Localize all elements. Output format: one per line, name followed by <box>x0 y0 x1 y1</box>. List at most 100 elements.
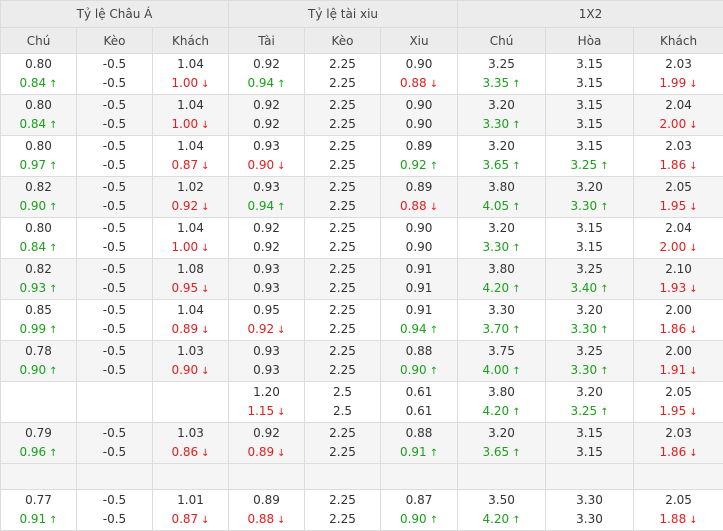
current-odds: 0.89↓ <box>229 443 304 462</box>
arrow-down-icon: ↓ <box>201 120 209 131</box>
opening-odds: 1.04 <box>153 219 228 238</box>
odds-value: 0.86 <box>171 445 198 459</box>
odds-value: 2.05 <box>665 385 692 399</box>
table-cell-empty <box>229 464 305 490</box>
odds-value: 0.93 <box>253 139 280 153</box>
opening-odds: 3.20 <box>546 383 633 402</box>
odds-value: 3.80 <box>488 180 515 194</box>
odds-value: 3.15 <box>576 445 603 459</box>
current-odds: 0.94↑ <box>381 320 457 339</box>
arrow-up-icon: ↑ <box>512 202 520 213</box>
odds-value: 2.25 <box>329 344 356 358</box>
odds-value: 0.90 <box>400 363 427 377</box>
col-header-home: Chú <box>1 28 77 54</box>
opening-odds: 2.00 <box>634 342 723 361</box>
odds-value: 3.20 <box>576 180 603 194</box>
current-odds: 0.89↓ <box>153 320 228 339</box>
table-cell: -0.5-0.5 <box>77 423 153 464</box>
opening-odds: -0.5 <box>77 137 152 156</box>
current-odds: 3.30↑ <box>546 320 633 339</box>
odds-value: 2.25 <box>329 139 356 153</box>
odds-value: 2.25 <box>329 98 356 112</box>
odds-value: 0.87 <box>171 512 198 526</box>
arrow-up-icon: ↑ <box>512 515 520 526</box>
odds-value: 3.30 <box>570 363 597 377</box>
odds-value: 1.02 <box>177 180 204 194</box>
odds-value: -0.5 <box>103 98 126 112</box>
odds-value: 0.88 <box>400 199 427 213</box>
odds-value: -0.5 <box>103 221 126 235</box>
odds-value: 0.89 <box>253 493 280 507</box>
odds-value: -0.5 <box>103 199 126 213</box>
odds-value: 3.30 <box>482 240 509 254</box>
table-cell: -0.5 -0.5 <box>77 177 153 218</box>
opening-odds: 0.92 <box>229 55 304 74</box>
opening-odds: 3.30 <box>458 301 545 320</box>
odds-value: 0.90 <box>406 98 433 112</box>
odds-value: -0.5 <box>103 281 126 295</box>
odds-value: 0.90 <box>406 117 433 131</box>
current-odds: 0.91 <box>381 279 457 298</box>
odds-value: 0.94 <box>247 199 274 213</box>
opening-odds: 3.25 <box>458 55 545 74</box>
current-odds: 0.86↓ <box>153 443 228 462</box>
odds-value: 1.04 <box>177 221 204 235</box>
opening-odds: 0.85 <box>1 301 76 320</box>
odds-value: 3.15 <box>576 57 603 71</box>
odds-value: 0.99 <box>19 322 46 336</box>
odds-value: 2.25 <box>329 221 356 235</box>
odds-value: 0.61 <box>406 385 433 399</box>
odds-value: -0.5 <box>103 180 126 194</box>
col-header-under: Xiu <box>381 28 458 54</box>
current-odds: 0.93↑ <box>1 279 76 298</box>
odds-value: 3.15 <box>576 221 603 235</box>
current-odds: 2.25 <box>305 238 380 257</box>
opening-odds: 3.15 <box>546 424 633 443</box>
arrow-up-icon: ↑ <box>277 202 285 213</box>
current-odds: 1.15↓ <box>229 402 304 421</box>
opening-odds: 0.80 <box>1 137 76 156</box>
opening-odds: 3.20 <box>458 96 545 115</box>
current-odds: 1.86↓ <box>634 156 723 175</box>
odds-value: 0.88 <box>406 426 433 440</box>
current-odds: 2.25 <box>305 443 380 462</box>
odds-value: 3.20 <box>576 303 603 317</box>
odds-value: -0.5 <box>103 76 126 90</box>
current-odds: 3.15 <box>546 74 633 93</box>
arrow-up-icon: ↑ <box>49 120 57 131</box>
odds-value: 3.30 <box>576 512 603 526</box>
current-odds: 3.65↑ <box>458 156 545 175</box>
current-odds: 3.25↑ <box>546 156 633 175</box>
col-header-handicap: Kèo <box>77 28 153 54</box>
odds-value: 0.80 <box>25 98 52 112</box>
table-cell-empty <box>546 464 634 490</box>
odds-value: -0.5 <box>103 262 126 276</box>
odds-value: 1.04 <box>177 303 204 317</box>
arrow-down-icon: ↓ <box>277 407 285 418</box>
odds-value: -0.5 <box>103 493 126 507</box>
arrow-up-icon: ↑ <box>277 79 285 90</box>
table-cell-empty <box>1 464 77 490</box>
odds-value: -0.5 <box>103 344 126 358</box>
odds-value: 1.00 <box>171 240 198 254</box>
opening-odds: -0.5 <box>77 342 152 361</box>
arrow-up-icon: ↑ <box>600 366 608 377</box>
table-cell: -0.5-0.5 <box>77 95 153 136</box>
table-cell: 3.15 3.15 <box>546 54 634 95</box>
